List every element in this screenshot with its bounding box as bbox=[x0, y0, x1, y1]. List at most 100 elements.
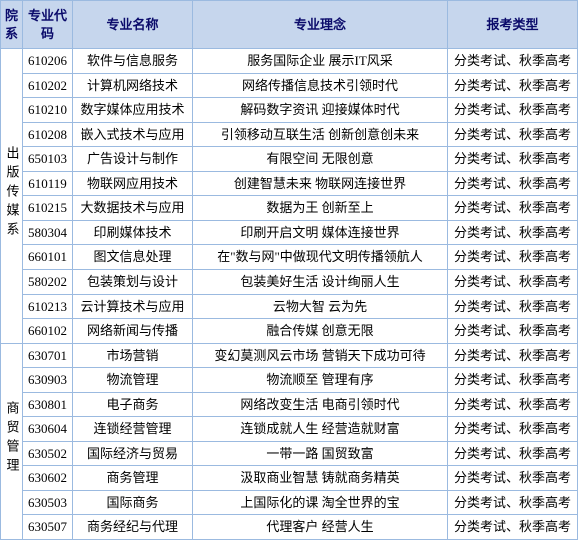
h-name: 专业名称 bbox=[73, 1, 193, 49]
header-row: 院系 专业代码 专业名称 专业理念 报考类型 bbox=[1, 1, 578, 49]
concept-cell: 融合传媒 创意无限 bbox=[193, 319, 448, 344]
name-cell: 图文信息处理 bbox=[73, 245, 193, 270]
code-cell: 660101 bbox=[23, 245, 73, 270]
name-cell: 商务经纪与代理 bbox=[73, 515, 193, 540]
name-cell: 物流管理 bbox=[73, 368, 193, 393]
concept-cell: 代理客户 经营人生 bbox=[193, 515, 448, 540]
concept-cell: 创建智慧未来 物联网连接世界 bbox=[193, 171, 448, 196]
name-cell: 物联网应用技术 bbox=[73, 171, 193, 196]
code-cell: 610119 bbox=[23, 171, 73, 196]
type-cell: 分类考试、秋季高考 bbox=[448, 368, 578, 393]
type-cell: 分类考试、秋季高考 bbox=[448, 220, 578, 245]
table-row: 630502国际经济与贸易一带一路 国贸致富分类考试、秋季高考 bbox=[1, 441, 578, 466]
type-cell: 分类考试、秋季高考 bbox=[448, 294, 578, 319]
type-cell: 分类考试、秋季高考 bbox=[448, 466, 578, 491]
concept-cell: 变幻莫测风云市场 营销天下成功可待 bbox=[193, 343, 448, 368]
code-cell: 630604 bbox=[23, 417, 73, 442]
name-cell: 电子商务 bbox=[73, 392, 193, 417]
table-row: 610202计算机网络技术网络传播信息技术引领时代分类考试、秋季高考 bbox=[1, 73, 578, 98]
dept-cell: 出版传媒系 bbox=[1, 49, 23, 344]
dept-label: 出版传媒系 bbox=[3, 146, 21, 241]
table-row: 610210数字媒体应用技术解码数字资讯 迎接媒体时代分类考试、秋季高考 bbox=[1, 98, 578, 123]
table-row: 580304印刷媒体技术印刷开启文明 媒体连接世界分类考试、秋季高考 bbox=[1, 220, 578, 245]
code-cell: 610202 bbox=[23, 73, 73, 98]
code-cell: 610215 bbox=[23, 196, 73, 221]
type-cell: 分类考试、秋季高考 bbox=[448, 98, 578, 123]
table-row: 650103广告设计与制作有限空间 无限创意分类考试、秋季高考 bbox=[1, 147, 578, 172]
name-cell: 连锁经营管理 bbox=[73, 417, 193, 442]
concept-cell: 有限空间 无限创意 bbox=[193, 147, 448, 172]
name-cell: 软件与信息服务 bbox=[73, 49, 193, 74]
type-cell: 分类考试、秋季高考 bbox=[448, 196, 578, 221]
table-row: 660102网络新闻与传播融合传媒 创意无限分类考试、秋季高考 bbox=[1, 319, 578, 344]
name-cell: 网络新闻与传播 bbox=[73, 319, 193, 344]
table-row: 610213云计算技术与应用云物大智 云为先分类考试、秋季高考 bbox=[1, 294, 578, 319]
table-row: 商贸管理630701市场营销变幻莫测风云市场 营销天下成功可待分类考试、秋季高考 bbox=[1, 343, 578, 368]
concept-cell: 上国际化的课 淘全世界的宝 bbox=[193, 490, 448, 515]
table-row: 630604连锁经营管理连锁成就人生 经营造就财富分类考试、秋季高考 bbox=[1, 417, 578, 442]
name-cell: 市场营销 bbox=[73, 343, 193, 368]
concept-cell: 印刷开启文明 媒体连接世界 bbox=[193, 220, 448, 245]
type-cell: 分类考试、秋季高考 bbox=[448, 171, 578, 196]
concept-cell: 包装美好生活 设计绚丽人生 bbox=[193, 270, 448, 295]
table-row: 610119物联网应用技术创建智慧未来 物联网连接世界分类考试、秋季高考 bbox=[1, 171, 578, 196]
name-cell: 计算机网络技术 bbox=[73, 73, 193, 98]
type-cell: 分类考试、秋季高考 bbox=[448, 343, 578, 368]
concept-cell: 网络改变生活 电商引领时代 bbox=[193, 392, 448, 417]
code-cell: 610210 bbox=[23, 98, 73, 123]
code-cell: 660102 bbox=[23, 319, 73, 344]
table-row: 630903物流管理物流顺至 管理有序分类考试、秋季高考 bbox=[1, 368, 578, 393]
concept-cell: 服务国际企业 展示IT风采 bbox=[193, 49, 448, 74]
table-row: 出版传媒系610206软件与信息服务服务国际企业 展示IT风采分类考试、秋季高考 bbox=[1, 49, 578, 74]
table-row: 630507商务经纪与代理代理客户 经营人生分类考试、秋季高考 bbox=[1, 515, 578, 540]
type-cell: 分类考试、秋季高考 bbox=[448, 490, 578, 515]
type-cell: 分类考试、秋季高考 bbox=[448, 441, 578, 466]
name-cell: 大数据技术与应用 bbox=[73, 196, 193, 221]
table-row: 630602商务管理汲取商业智慧 铸就商务精英分类考试、秋季高考 bbox=[1, 466, 578, 491]
concept-cell: 在"数与网"中做现代文明传播领航人 bbox=[193, 245, 448, 270]
concept-cell: 网络传播信息技术引领时代 bbox=[193, 73, 448, 98]
type-cell: 分类考试、秋季高考 bbox=[448, 49, 578, 74]
name-cell: 数字媒体应用技术 bbox=[73, 98, 193, 123]
h-type: 报考类型 bbox=[448, 1, 578, 49]
majors-table: 院系 专业代码 专业名称 专业理念 报考类型 出版传媒系610206软件与信息服… bbox=[0, 0, 578, 540]
code-cell: 630602 bbox=[23, 466, 73, 491]
concept-cell: 引领移动互联生活 创新创意创未来 bbox=[193, 122, 448, 147]
table-row: 610215大数据技术与应用数据为王 创新至上分类考试、秋季高考 bbox=[1, 196, 578, 221]
name-cell: 国际商务 bbox=[73, 490, 193, 515]
code-cell: 630903 bbox=[23, 368, 73, 393]
table-row: 580202包装策划与设计包装美好生活 设计绚丽人生分类考试、秋季高考 bbox=[1, 270, 578, 295]
code-cell: 630507 bbox=[23, 515, 73, 540]
name-cell: 包装策划与设计 bbox=[73, 270, 193, 295]
concept-cell: 云物大智 云为先 bbox=[193, 294, 448, 319]
code-cell: 610206 bbox=[23, 49, 73, 74]
type-cell: 分类考试、秋季高考 bbox=[448, 319, 578, 344]
name-cell: 国际经济与贸易 bbox=[73, 441, 193, 466]
code-cell: 630502 bbox=[23, 441, 73, 466]
code-cell: 630503 bbox=[23, 490, 73, 515]
type-cell: 分类考试、秋季高考 bbox=[448, 515, 578, 540]
h-dept: 院系 bbox=[1, 1, 23, 49]
type-cell: 分类考试、秋季高考 bbox=[448, 73, 578, 98]
h-concept: 专业理念 bbox=[193, 1, 448, 49]
code-cell: 630701 bbox=[23, 343, 73, 368]
code-cell: 610213 bbox=[23, 294, 73, 319]
code-cell: 630801 bbox=[23, 392, 73, 417]
table-body: 出版传媒系610206软件与信息服务服务国际企业 展示IT风采分类考试、秋季高考… bbox=[1, 49, 578, 540]
table-row: 630801电子商务网络改变生活 电商引领时代分类考试、秋季高考 bbox=[1, 392, 578, 417]
concept-cell: 一带一路 国贸致富 bbox=[193, 441, 448, 466]
dept-label: 商贸管理 bbox=[3, 401, 21, 477]
type-cell: 分类考试、秋季高考 bbox=[448, 270, 578, 295]
type-cell: 分类考试、秋季高考 bbox=[448, 147, 578, 172]
name-cell: 嵌入式技术与应用 bbox=[73, 122, 193, 147]
concept-cell: 解码数字资讯 迎接媒体时代 bbox=[193, 98, 448, 123]
concept-cell: 物流顺至 管理有序 bbox=[193, 368, 448, 393]
concept-cell: 汲取商业智慧 铸就商务精英 bbox=[193, 466, 448, 491]
code-cell: 650103 bbox=[23, 147, 73, 172]
table-row: 660101图文信息处理在"数与网"中做现代文明传播领航人分类考试、秋季高考 bbox=[1, 245, 578, 270]
concept-cell: 连锁成就人生 经营造就财富 bbox=[193, 417, 448, 442]
name-cell: 印刷媒体技术 bbox=[73, 220, 193, 245]
type-cell: 分类考试、秋季高考 bbox=[448, 122, 578, 147]
type-cell: 分类考试、秋季高考 bbox=[448, 245, 578, 270]
type-cell: 分类考试、秋季高考 bbox=[448, 392, 578, 417]
